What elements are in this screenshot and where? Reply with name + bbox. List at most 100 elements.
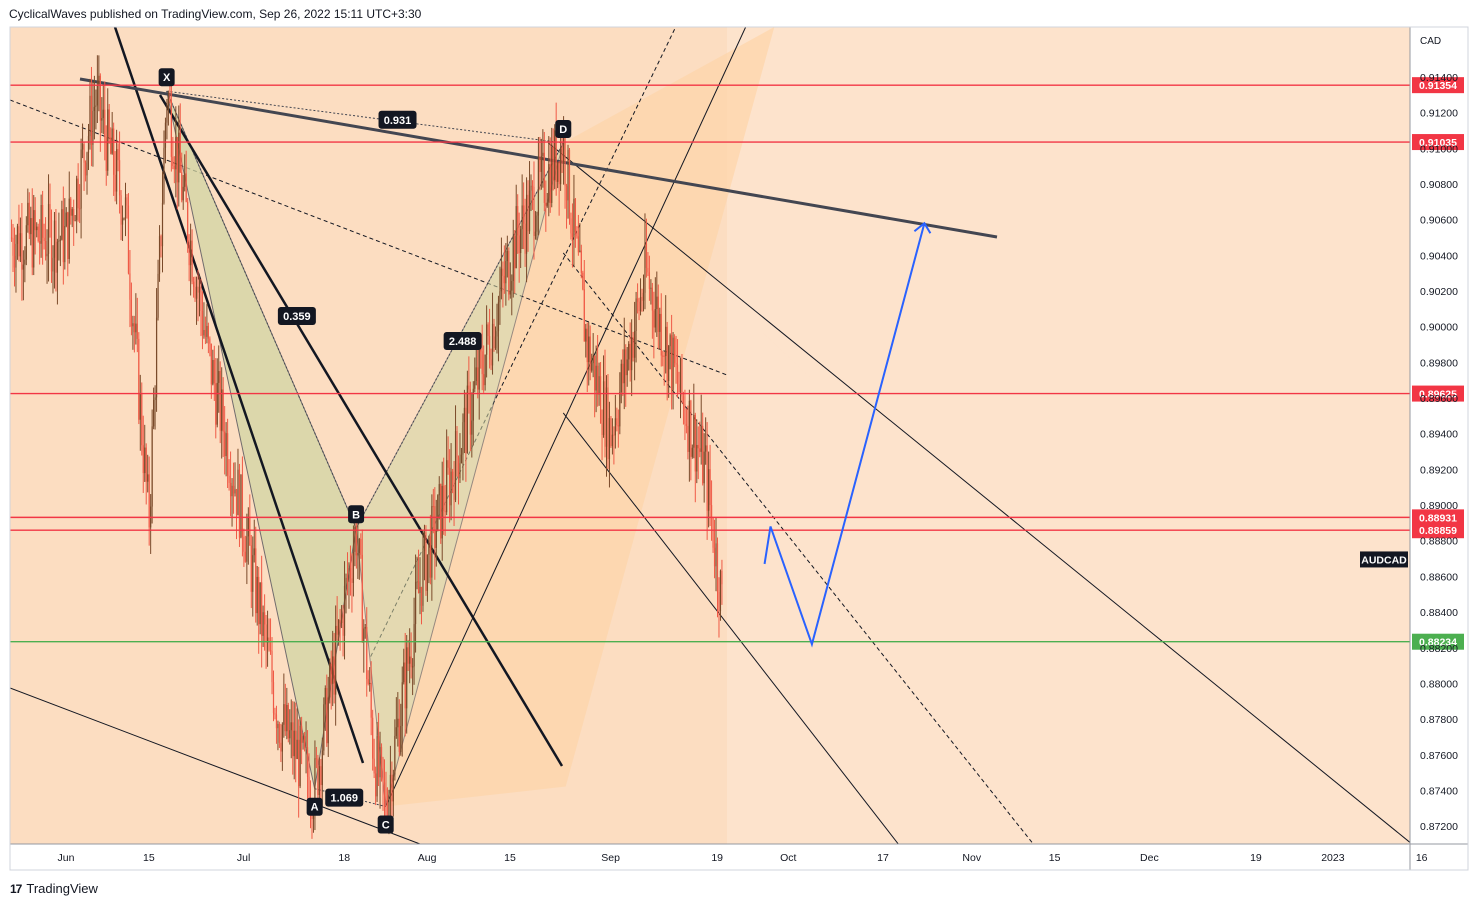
candle: [558, 161, 560, 216]
price-line-label-bg: [1412, 385, 1464, 402]
candle: [398, 699, 400, 757]
candle: [592, 333, 594, 378]
candle: [252, 536, 254, 617]
candle: [632, 331, 634, 362]
candle: [385, 771, 387, 823]
candle-body: [682, 396, 685, 405]
candle: [198, 275, 201, 317]
candle-body: [407, 647, 409, 664]
candle: [642, 274, 645, 312]
candle-body: [636, 298, 639, 302]
candle: [423, 524, 426, 581]
candle-body: [375, 773, 377, 797]
candle: [229, 451, 232, 517]
candle: [449, 449, 451, 523]
candle: [349, 545, 352, 596]
candle: [377, 712, 380, 787]
candle-body: [62, 209, 64, 263]
candle-body: [73, 209, 75, 221]
candle-body: [210, 343, 212, 385]
candle: [18, 204, 20, 262]
price-tick-label: 0.88800: [1420, 536, 1458, 548]
candle-body: [681, 358, 683, 397]
price-line-label-bg: [1412, 522, 1464, 539]
candle: [93, 75, 96, 140]
candle: [604, 349, 606, 458]
candle: [605, 375, 608, 477]
candle-body: [688, 400, 690, 452]
candle: [379, 731, 381, 809]
candle-body: [410, 656, 412, 668]
candle-body: [645, 243, 648, 268]
price-line-label-bg: [1412, 509, 1464, 526]
candle-body: [241, 474, 244, 537]
candle-body: [266, 637, 269, 643]
candle-body: [414, 581, 417, 625]
candle-body: [466, 385, 468, 454]
candle: [697, 426, 699, 480]
price-tick-label: 0.91400: [1420, 72, 1458, 84]
price-line-label: 0.91035: [1419, 137, 1457, 149]
candle: [597, 335, 599, 407]
candle: [204, 316, 207, 345]
candle: [221, 367, 223, 459]
candle-body: [120, 195, 122, 225]
candle-body: [383, 782, 386, 789]
candle: [524, 198, 526, 267]
candle: [675, 335, 677, 384]
candle-body: [42, 205, 44, 238]
pattern-point-d: D: [559, 124, 567, 136]
candle: [403, 648, 405, 685]
candle-body: [528, 190, 531, 232]
candle: [426, 554, 429, 602]
candle-body: [431, 506, 433, 578]
candle: [483, 345, 485, 393]
xd-ratio-line: [166, 90, 564, 144]
candle-body: [709, 469, 711, 506]
candle-body: [486, 324, 488, 355]
time-axis[interactable]: Jun 15 Jul 18 Aug 15 Sep 19 Oct 17 Nov 15 Dec 19 2023 1…: [58, 852, 1428, 864]
candle: [573, 174, 575, 267]
candle: [46, 229, 48, 284]
candle: [104, 81, 106, 161]
candle: [290, 699, 292, 759]
candle: [591, 353, 593, 373]
candle: [83, 141, 85, 191]
candle-body: [586, 328, 588, 363]
candle: [613, 426, 615, 465]
candle: [414, 554, 417, 653]
candle-body: [19, 233, 22, 257]
candle: [321, 737, 323, 807]
pattern-point-bg: [555, 119, 572, 138]
candle-body: [376, 736, 378, 797]
candle-body: [629, 343, 631, 371]
candle: [608, 401, 611, 488]
candle-body: [124, 197, 127, 219]
candle-body: [536, 215, 538, 232]
candle-body: [169, 97, 171, 101]
bd-ratio-line: [355, 142, 564, 529]
candle: [540, 138, 542, 190]
candle: [583, 260, 585, 342]
pattern-point-c: C: [382, 820, 390, 832]
candle-body: [326, 688, 328, 744]
candle-body: [87, 136, 90, 153]
candle: [336, 596, 338, 641]
candle: [352, 525, 355, 597]
price-tick-label: 0.89000: [1420, 500, 1458, 512]
price-tick-label: 0.90200: [1420, 286, 1458, 298]
candle: [619, 372, 621, 435]
candle-body: [16, 226, 19, 244]
down-trendline: [158, 94, 564, 767]
candle-body: [114, 174, 116, 192]
candle-body: [312, 813, 315, 819]
candle: [271, 637, 273, 695]
candle: [486, 305, 488, 378]
tradingview-brand[interactable]: 17 TradingView: [10, 881, 98, 896]
candle: [113, 122, 115, 196]
candle-body: [118, 160, 121, 196]
candle: [576, 226, 578, 239]
candle-body: [548, 164, 550, 203]
